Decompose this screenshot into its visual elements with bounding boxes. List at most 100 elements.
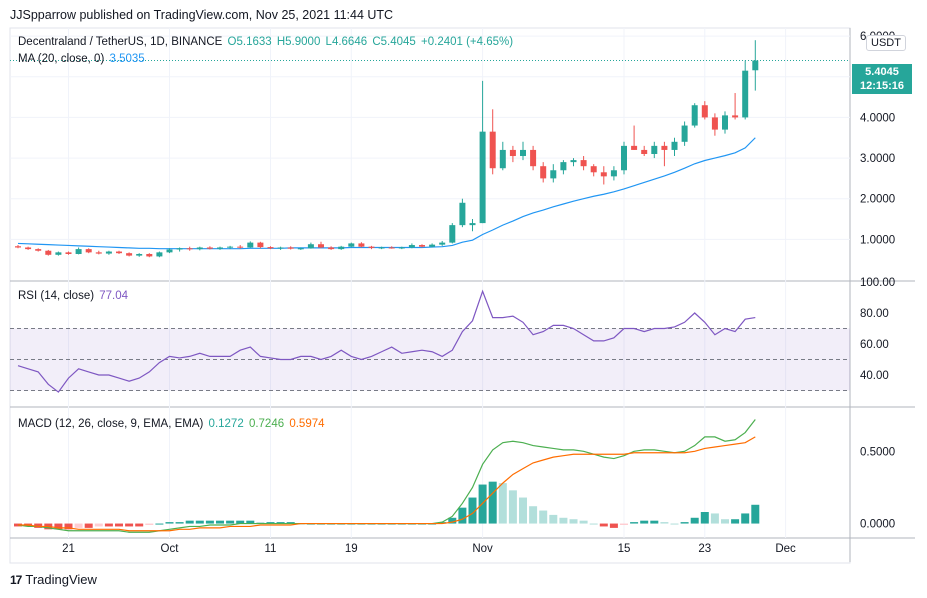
candle-body <box>55 252 62 255</box>
macd-tick-label: 0.0000 <box>860 519 895 531</box>
macd-histogram-bar <box>710 513 719 524</box>
candle-body <box>429 244 436 247</box>
candle-body <box>661 145 668 150</box>
candle-body <box>186 248 193 250</box>
ma-label: MA (20, close, 0) <box>18 53 105 65</box>
currency-button[interactable]: USDT <box>866 35 906 51</box>
axes-layer: 21Oct1119Nov1523Dec6.00005.00004.00003.0… <box>62 31 895 555</box>
macd-histogram-bar <box>64 523 73 530</box>
candle-body <box>196 247 203 250</box>
candle-body <box>318 244 324 248</box>
last-price: 5.4045 <box>865 66 899 78</box>
macd-histogram-bar <box>680 522 689 524</box>
macd-histogram-bar <box>266 522 275 524</box>
macd-histogram-bar <box>175 522 184 524</box>
price-tick-label: 2.0000 <box>860 194 895 206</box>
candle-body <box>520 149 526 157</box>
macd-histogram-bar <box>448 517 457 524</box>
candle-body <box>641 149 648 154</box>
rsi-tick-label: 80.00 <box>860 308 889 320</box>
macd-histogram-bar <box>630 522 639 524</box>
high-value: H5.9000 <box>276 36 321 48</box>
grid-lines <box>9 27 915 564</box>
rsi-line <box>17 289 756 393</box>
symbol-label: Decentraland / TetherUS, 1D, BINANCE <box>18 36 223 48</box>
macd-histogram-bar <box>498 483 507 524</box>
macd-histogram-bar <box>539 510 548 524</box>
candle-body <box>590 166 597 173</box>
close-value: C5.4045 <box>372 36 416 48</box>
candle-body <box>631 145 638 150</box>
ma-line <box>17 137 756 250</box>
candle-body <box>449 225 456 243</box>
macd-histogram-bar <box>549 514 558 524</box>
candle-body <box>348 243 355 247</box>
ma-value: 3.5035 <box>109 53 145 65</box>
candle-body <box>116 251 122 254</box>
macd-histogram <box>14 481 760 530</box>
rsi-bands <box>10 328 850 391</box>
macd-histogram-bar <box>731 519 740 524</box>
macd-histogram-bar <box>508 490 517 524</box>
macd-histogram-bar <box>104 523 113 527</box>
candle-body <box>550 170 557 179</box>
macd-histogram-bar <box>751 504 760 524</box>
macd-histogram-bar <box>205 520 214 524</box>
candle-body <box>247 242 254 248</box>
candle-body <box>65 252 72 254</box>
candle-body <box>419 245 425 247</box>
rsi-tick-label: 40.00 <box>860 370 889 382</box>
macd-histogram-bar <box>226 520 235 524</box>
macd-histogram-bar <box>125 523 134 527</box>
signal-line <box>18 436 756 532</box>
candle-body <box>267 247 274 249</box>
candles-layer <box>15 40 759 258</box>
candle-body <box>105 251 112 254</box>
candle-body <box>85 249 92 253</box>
candle-body <box>742 70 749 118</box>
publisher-line: JJSpparrow published on TradingView.com,… <box>10 8 394 22</box>
candle-body <box>368 246 375 248</box>
hist-value: 0.5974 <box>289 418 325 430</box>
candle-body <box>257 242 264 248</box>
candle-body <box>307 244 314 249</box>
candle-body <box>732 115 739 118</box>
macd-histogram-bar <box>135 523 144 527</box>
price-tick-label: 1.0000 <box>860 234 895 246</box>
candle-body <box>166 249 173 253</box>
macd-tick-label: 0.5000 <box>860 446 895 458</box>
candle-body <box>227 246 234 248</box>
candle-body <box>570 160 577 163</box>
open-value: O5.1633 <box>227 36 272 48</box>
ma20-line <box>17 137 756 250</box>
price-tick-label: 3.0000 <box>860 153 895 165</box>
candle-body <box>469 223 476 226</box>
footer-brand[interactable]: TradingView <box>25 572 97 587</box>
macd-histogram-bar <box>519 497 527 524</box>
candle-body <box>530 149 537 167</box>
macd-histogram-bar <box>195 520 204 524</box>
time-tick-label: 11 <box>265 543 277 555</box>
macd-histogram-bar <box>721 519 729 524</box>
time-tick-label: Dec <box>775 543 796 555</box>
candle-body <box>156 252 163 257</box>
macd-histogram-bar <box>165 522 174 524</box>
macd-histogram-bar <box>741 513 750 524</box>
time-tick-label: 23 <box>698 543 711 555</box>
macd-histogram-bar <box>579 520 588 524</box>
macd-histogram-bar <box>54 523 63 530</box>
time-tick-label: Oct <box>161 543 180 555</box>
macd-label: MACD (12, 26, close, 9, EMA, EMA) <box>18 418 204 430</box>
rsi-label: RSI (14, close) <box>18 290 95 302</box>
macd-legend: MACD (12, 26, close, 9, EMA, EMA) 0.1272… <box>18 418 327 430</box>
macd-histogram-bar <box>620 523 628 525</box>
macd-histogram-bar <box>34 523 43 528</box>
footer: 17 TradingView <box>10 572 97 587</box>
macd-histogram-bar <box>276 522 285 524</box>
macd-histogram-bar <box>529 506 538 524</box>
macd-histogram-bar <box>438 522 447 524</box>
macd-lines <box>17 419 756 533</box>
macd-histogram-bar <box>569 519 578 524</box>
macd-histogram-bar <box>458 507 467 524</box>
